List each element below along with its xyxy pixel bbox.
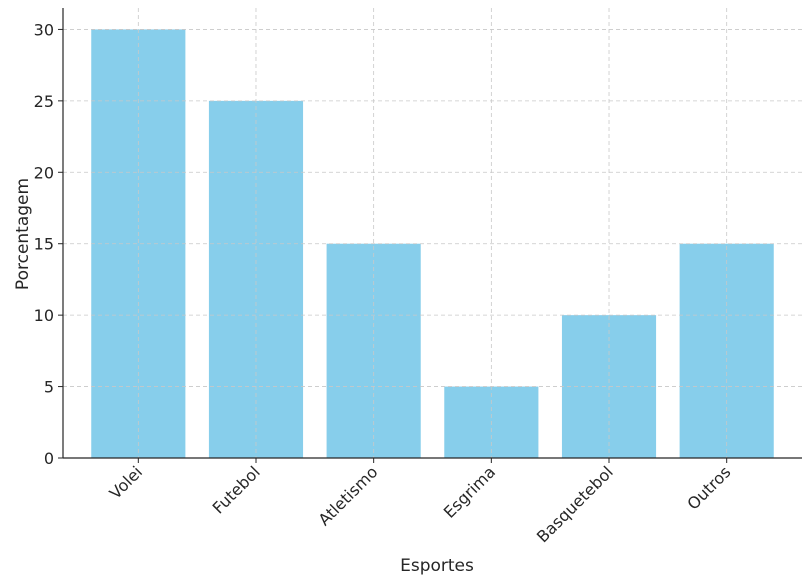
bars-layer (91, 29, 774, 459)
y-tick-label: 10 (34, 306, 54, 325)
bar-futebol (208, 100, 304, 458)
y-ticks: 0 5 10 15 20 25 30 (34, 20, 63, 468)
x-axis-label: Esportes (400, 556, 474, 576)
y-tick-label: 15 (34, 235, 54, 254)
y-axis-label: Porcentagem (13, 178, 33, 290)
grid-layer (63, 8, 802, 459)
x-tick-label: Esgrima (440, 462, 499, 521)
y-tick-label: 5 (44, 378, 54, 397)
x-tick-label: Volei (106, 462, 146, 502)
x-tick-label: Atletismo (315, 462, 382, 529)
x-tick-label: Outros (683, 462, 734, 513)
y-tick-label: 20 (34, 163, 54, 182)
y-tick-label: 0 (44, 449, 54, 468)
y-tick-label: 30 (34, 20, 54, 39)
y-tick-label: 25 (34, 92, 54, 111)
axes-layer (62, 8, 802, 459)
x-ticks: Volei Futebol Atletismo Esgrima Basquetebol O… (106, 458, 735, 546)
x-tick-label: Basquetebol (533, 462, 617, 546)
x-tick-label: Futebol (209, 462, 264, 517)
